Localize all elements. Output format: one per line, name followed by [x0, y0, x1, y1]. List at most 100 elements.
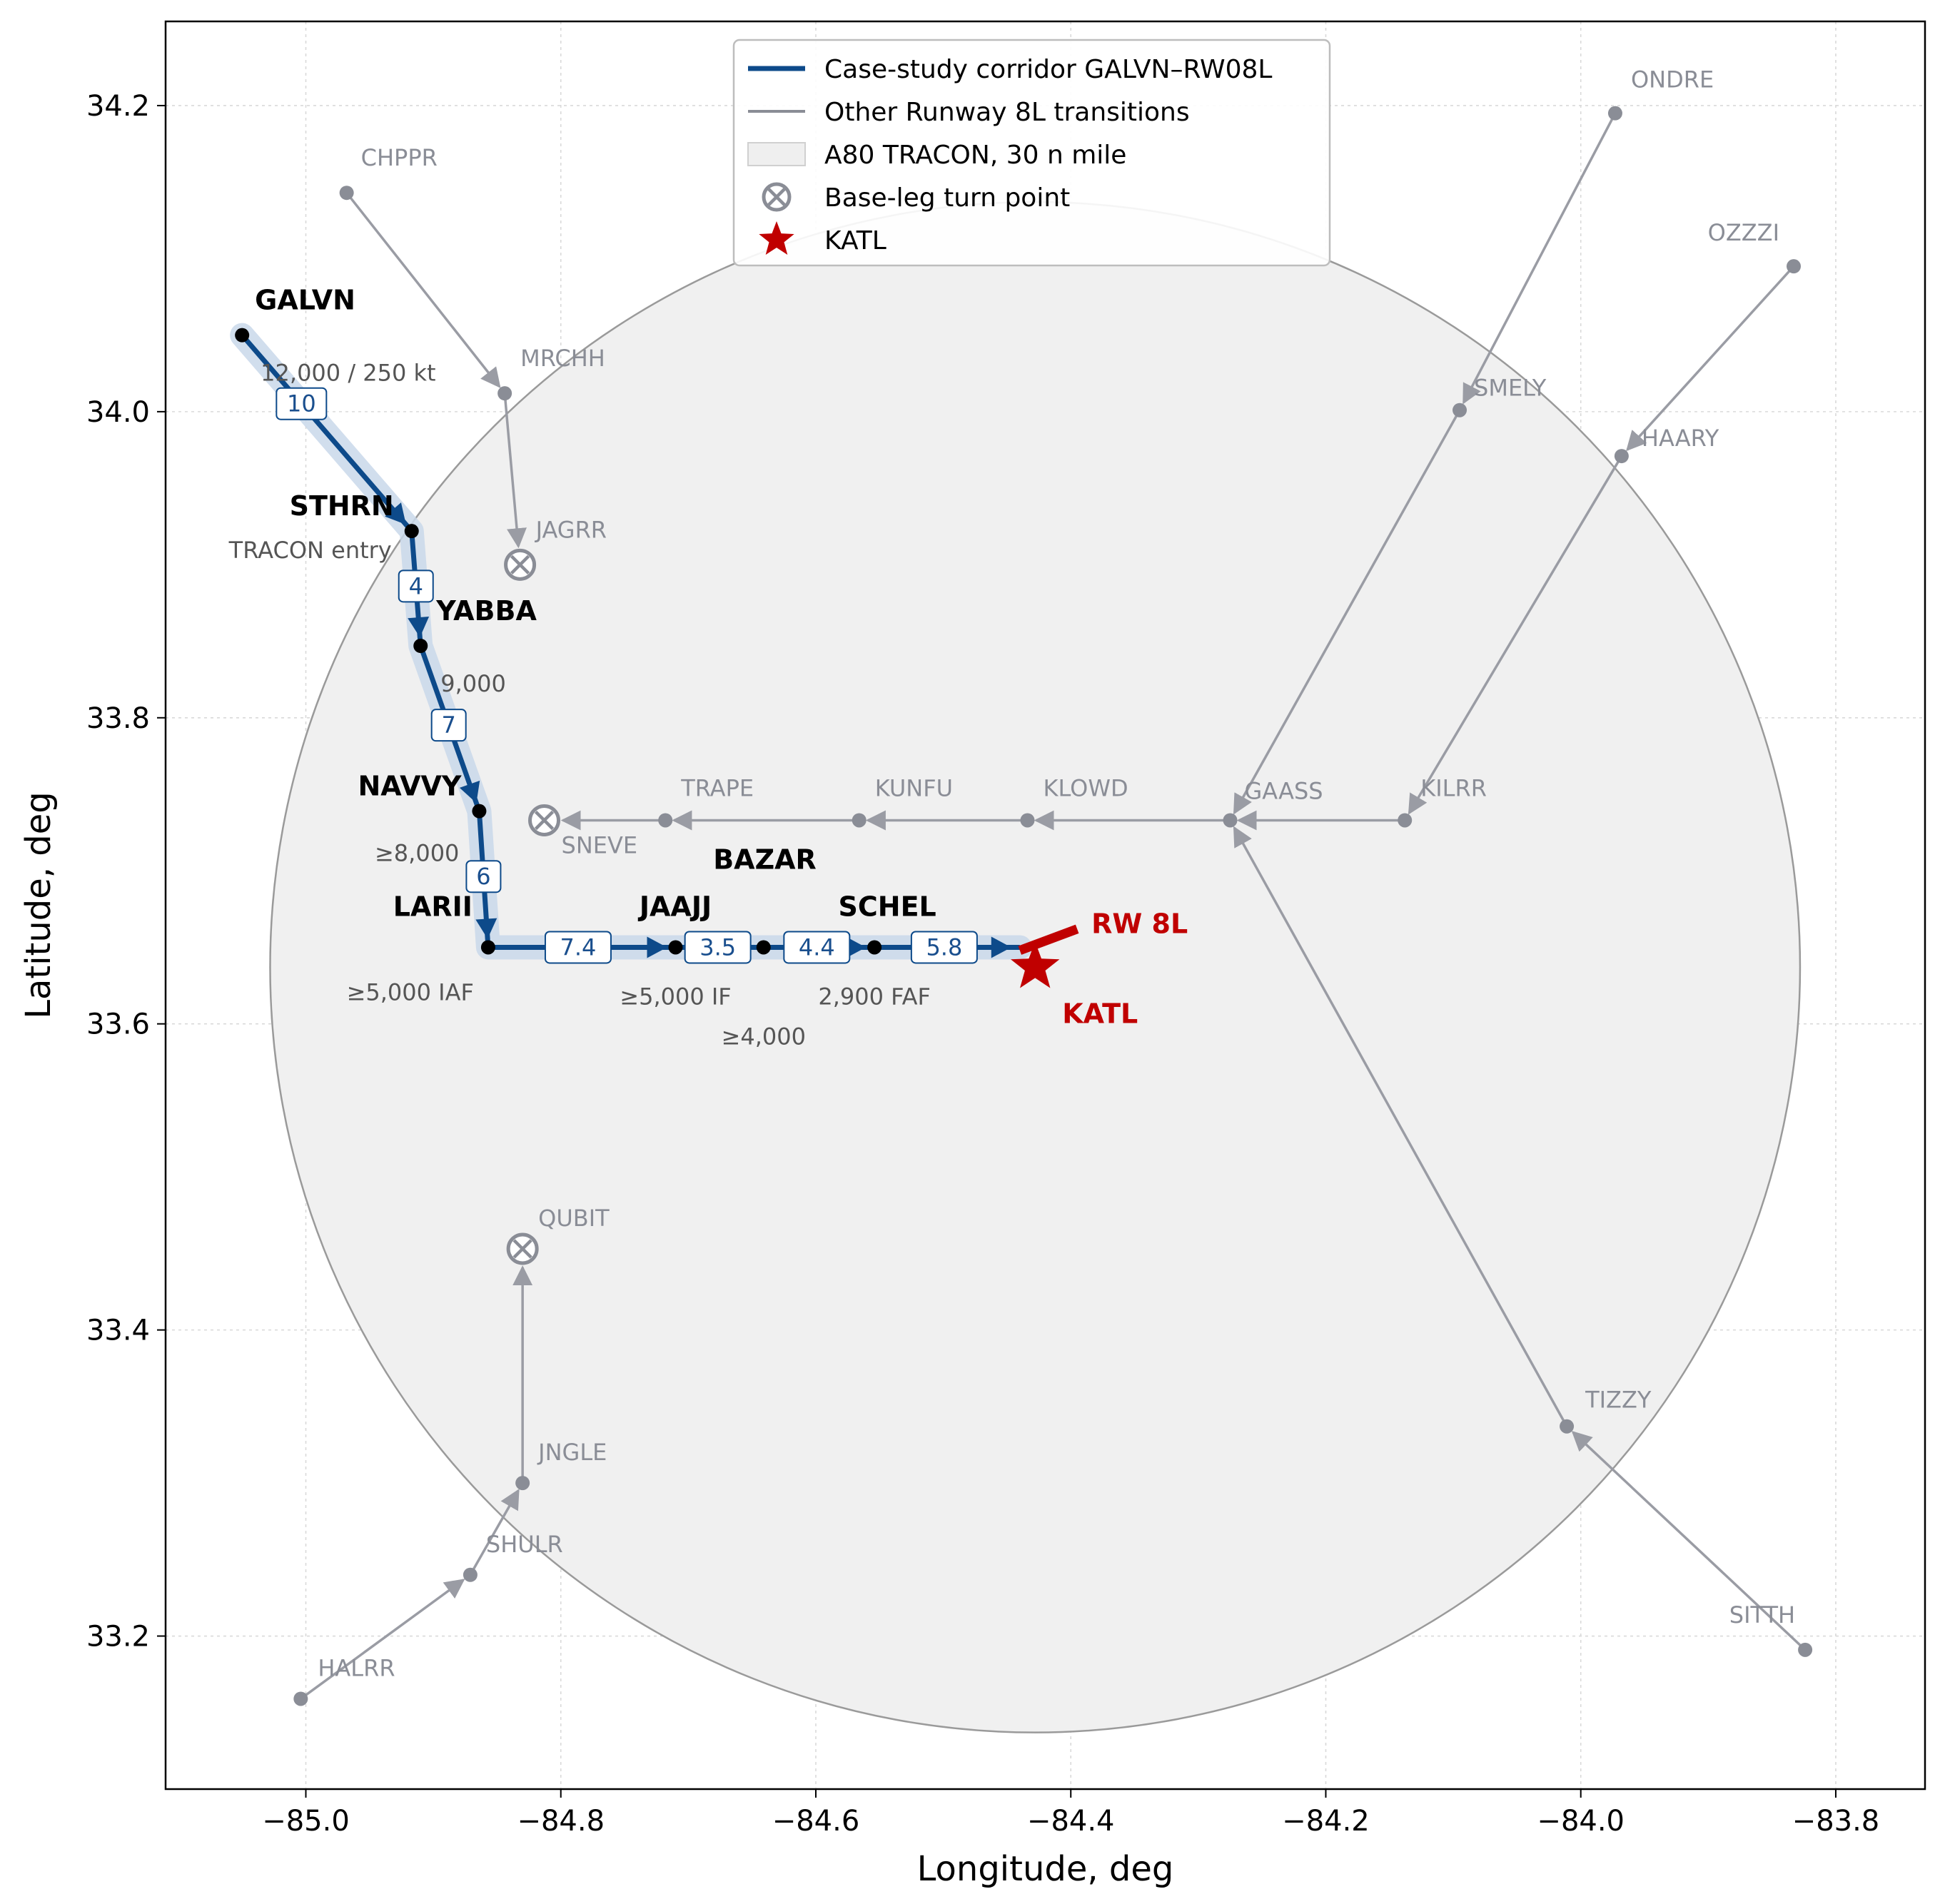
- waypoint-label-jngle: JNGLE: [537, 1439, 607, 1466]
- waypoint-label-ozzzi: OZZZI: [1708, 219, 1779, 246]
- segment-distance-box-6: [783, 931, 851, 964]
- transition-segment-halrr-shulr: [300, 1579, 465, 1700]
- corridor-arrow-2: [459, 780, 480, 804]
- corridor-waypoint-larii: [480, 940, 495, 955]
- waypoint-trape: [658, 813, 673, 828]
- corridor-label-larii: LARII: [393, 891, 473, 922]
- corridor-arrow-6: [846, 936, 867, 958]
- katl-label: KATL: [1062, 998, 1138, 1029]
- segment-distance-box-7: [910, 931, 978, 964]
- waypoint-klowd: [1020, 813, 1035, 828]
- waypoint-label-tizzy: TIZZY: [1585, 1387, 1652, 1414]
- turn-point-cross: [510, 555, 530, 574]
- corridor-waypoint-jaajj: [668, 940, 683, 955]
- legend: Case-study corridor GALVN–RW08L Other Run…: [732, 39, 1331, 267]
- segment-distance-2: 7: [442, 712, 456, 739]
- corridor-label-jaajj: JAAJJ: [637, 891, 712, 922]
- turn-point-cross: [534, 810, 555, 831]
- waypoint-label-klowd: KLOWD: [1043, 774, 1128, 801]
- corridor-arrow-1: [408, 616, 430, 638]
- segment-distance-box-3: [465, 860, 502, 893]
- legend-label-3: Base-leg turn point: [824, 183, 1070, 213]
- segment-distance-box-1: [398, 569, 434, 603]
- waypoint-ondre: [1607, 106, 1622, 121]
- segment-distance-box-0: [276, 387, 328, 420]
- x-axis-title: Longitude, deg: [917, 1849, 1174, 1889]
- legend-swatch-cross: [767, 188, 786, 206]
- y-axis-title: Latitude, deg: [19, 791, 59, 1019]
- corridor-arrow-4: [647, 936, 667, 958]
- waypoint-chppr: [339, 186, 354, 201]
- y-tick-label-0: 33.2: [86, 1621, 150, 1654]
- corridor-label-galvn: GALVN: [255, 285, 355, 316]
- plot-frame: [164, 20, 1926, 1791]
- transition-segment-shulr-jngle: [469, 1489, 520, 1576]
- corridor-waypoint-navvy: [472, 804, 487, 819]
- corridor-annotation-schel: 2,900 FAF: [818, 983, 931, 1010]
- waypoint-sitth: [1798, 1642, 1813, 1657]
- y-tick-label-4: 34.0: [86, 396, 150, 429]
- corridor-label-navvy: NAVVY: [358, 771, 461, 802]
- axes: −85.0 −84.8 −84.6 −84.4 −84.2 −84.0 −83.8 33.2 3…: [19, 20, 1926, 1889]
- waypoint-shulr: [463, 1567, 478, 1582]
- segment-distance-0: 10: [287, 390, 316, 417]
- segment-distance-3: 6: [476, 863, 490, 890]
- waypoint-label-smely: SMELY: [1474, 375, 1547, 402]
- waypoint-labels: CHPPR MRCHH JAGRR ONDRE SMELY GAASS OZZZI HAARY…: [228, 66, 1795, 1682]
- corridor-annotation-bazar: ≥4,000: [722, 1023, 806, 1050]
- other-transitions: [293, 106, 1813, 1706]
- runway-label: RW 8L: [1091, 908, 1188, 940]
- waypoint-halrr: [293, 1691, 308, 1706]
- waypoint-gaass: [1223, 813, 1238, 828]
- waypoint-label-jagrr: JAGRR: [535, 516, 607, 543]
- x-tick-label-1: −84.8: [517, 1805, 605, 1838]
- waypoint-smely: [1453, 402, 1467, 417]
- legend-swatch-2: [747, 142, 806, 166]
- waypoint-label-mrchh: MRCHH: [520, 345, 605, 372]
- corridor-waypoint-sthrn: [404, 524, 419, 539]
- legend-swatch-4: [759, 221, 794, 255]
- case-study-corridor: 10 4 7 6 7.4 3.5 4.4 5.8: [230, 323, 1079, 988]
- y-tick-label-1: 33.4: [86, 1315, 150, 1347]
- corridor-annotation-larii: ≥5,000 IAF: [347, 978, 474, 1006]
- waypoint-label-chppr: CHPPR: [361, 144, 438, 171]
- waypoint-label-sneve: SNEVE: [562, 831, 638, 859]
- corridor-annotation-sthrn: TRACON entry: [228, 537, 392, 564]
- x-tick-label-2: −84.6: [772, 1805, 860, 1838]
- transition-segment-mrchh-jagrr: [503, 393, 527, 549]
- x-tick-label-6: −83.8: [1792, 1805, 1880, 1838]
- corridor-label-schel: SCHEL: [839, 891, 936, 922]
- waypoint-label-gaass: GAASS: [1245, 777, 1323, 804]
- turn-point-cross: [512, 1239, 532, 1259]
- segment-distance-1: 4: [409, 572, 423, 599]
- transition-segment-chppr-mrchh: [345, 192, 501, 388]
- katl-star: [1011, 941, 1060, 988]
- waypoint-label-halrr: HALRR: [318, 1654, 395, 1681]
- waypoint-label-ondre: ONDRE: [1631, 66, 1714, 93]
- transition-segment-tizzy-gaass: [1233, 826, 1568, 1427]
- segment-distance-box-5: [684, 931, 752, 964]
- corridor-annotation-yabba: 9,000: [440, 670, 506, 697]
- corridor-annotation-navvy: ≥8,000: [375, 840, 459, 867]
- y-tick-label-3: 33.8: [86, 702, 150, 735]
- waypoint-jngle: [515, 1476, 530, 1491]
- corridor-waypoint-yabba: [413, 638, 428, 653]
- corridor-arrow-7: [991, 936, 1011, 958]
- corridor-arrow-0: [385, 502, 406, 525]
- corridor-annotation-jaajj: ≥5,000 IF: [620, 983, 731, 1010]
- transition-segment-sitth-tizzy: [1571, 1431, 1807, 1651]
- segment-distance-5: 3.5: [699, 933, 736, 961]
- runway-8l: [1018, 924, 1079, 955]
- segment-distance-4: 7.4: [560, 933, 597, 961]
- waypoint-label-shulr: SHULR: [486, 1531, 563, 1558]
- corridor-waypoint-bazar: [756, 940, 771, 955]
- waypoint-tizzy: [1560, 1419, 1575, 1434]
- x-tick-label-3: −84.4: [1027, 1805, 1115, 1838]
- transition-segment-ondre-smely: [1462, 112, 1617, 405]
- segment-distance-box-4: [544, 931, 612, 964]
- x-tick-label-4: −84.2: [1282, 1805, 1370, 1838]
- segment-distance-6: 4.4: [799, 933, 835, 961]
- waypoint-kilrr: [1398, 813, 1413, 828]
- waypoint-label-haary: HAARY: [1642, 425, 1719, 452]
